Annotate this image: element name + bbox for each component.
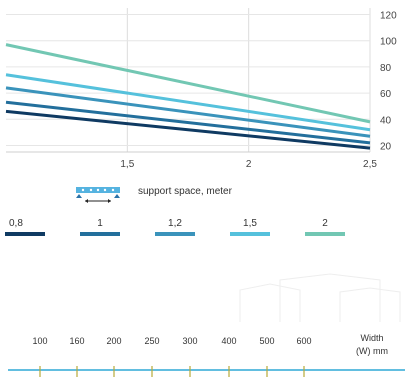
legend-swatch [80, 232, 120, 236]
width-tick-label: 250 [144, 336, 160, 346]
series-line-4 [5, 43, 371, 124]
series-line-0 [5, 109, 371, 150]
series-line-2 [5, 86, 371, 138]
legend-item: 1,5 [230, 218, 270, 244]
y-tick-label: 40 [380, 115, 392, 126]
y-tick-label: 20 [380, 141, 392, 152]
line-chart: 1,5 2 2,5 20 40 60 80 100 120 [5, 8, 397, 170]
width-scale-line [8, 366, 405, 377]
legend-swatch [5, 232, 45, 236]
y-tick-label: 60 [380, 89, 392, 100]
legend-label: 1 [97, 218, 103, 229]
width-tick-label: 500 [259, 336, 275, 346]
width-tick-label: 200 [106, 336, 122, 346]
chart-series-group [5, 43, 371, 150]
y-tick-label: 100 [380, 37, 397, 48]
x-tick-label: 2,5 [363, 159, 377, 170]
legend-label: 1,2 [168, 218, 182, 229]
width-axis-label-line2: (W) mm [356, 346, 388, 356]
legend-item: 2 [305, 218, 345, 244]
y-tick-label: 120 [380, 11, 397, 22]
legend-item: 1 [80, 218, 120, 244]
width-tick-label: 600 [296, 336, 312, 346]
x-tick-label: 2 [246, 159, 252, 170]
y-tick-labels: 20 40 60 80 100 120 [380, 11, 397, 153]
legend-item: 1,2 [155, 218, 195, 244]
legend-label: 1,5 [243, 218, 257, 229]
chart-grid [6, 8, 371, 153]
faint-product-image [239, 273, 401, 322]
width-tick-label: 160 [69, 336, 85, 346]
width-scale: Width (W) mm 100 160 200 250 300 400 500 600 [0, 318, 405, 377]
legend-swatch [305, 232, 345, 236]
x-tick-label: 1,5 [120, 159, 134, 170]
legend-swatch [230, 232, 270, 236]
legend-label: 0,8 [9, 218, 23, 229]
series-line-1 [5, 100, 371, 145]
y-tick-label: 80 [380, 63, 392, 74]
legend-label: 2 [322, 218, 328, 229]
width-tick-label: 400 [221, 336, 237, 346]
beam-span-icon [75, 186, 121, 204]
x-axis-title: support space, meter [138, 186, 232, 197]
width-tick-label: 300 [182, 336, 198, 346]
width-axis-label: Width (W) mm [344, 332, 400, 358]
series-line-3 [5, 73, 371, 132]
width-tick-label: 100 [32, 336, 48, 346]
x-tick-labels: 1,5 2 2,5 [120, 159, 377, 170]
legend-item: 0,8 [5, 218, 45, 244]
legend-swatch [155, 232, 195, 236]
chart-legend: 0,8 1 1,2 1,5 2 [0, 218, 405, 244]
width-axis-label-line1: Width [360, 333, 384, 343]
